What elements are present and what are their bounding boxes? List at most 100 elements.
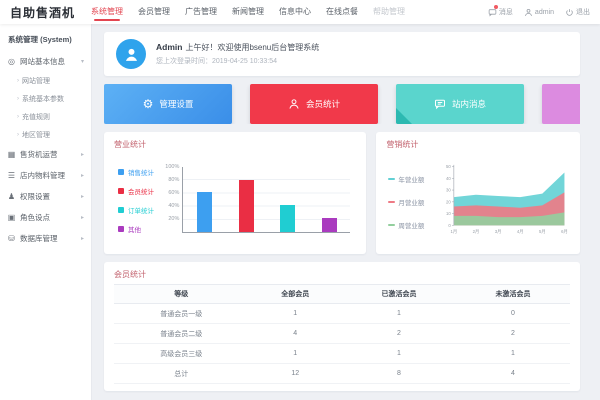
table-cell: 1 [455, 343, 570, 364]
table-cell: 1 [341, 303, 456, 324]
greeting-username: Admin [156, 42, 183, 52]
sidebar-subitem-region-management[interactable]: › 地区管理 [0, 126, 91, 144]
sidebar-item-label: 售货机运营 [20, 150, 58, 159]
tab-online-order[interactable]: 在线点餐 [326, 7, 359, 16]
message-icon [434, 99, 445, 110]
y-tick-label: 40 [446, 176, 451, 181]
table-cell: 4 [248, 323, 342, 344]
col-activated-members: 已激活会员 [341, 284, 456, 304]
sidebar-subitem-site-settings[interactable]: › 网站管理 [0, 72, 91, 90]
sidebar-item-label: 店内物料管理 [20, 171, 65, 180]
sidebar-item-label: 数据库管理 [20, 234, 58, 243]
sales-stats-title: 营业统计 [114, 140, 146, 149]
legend-label: 销售统计 [128, 169, 154, 177]
sidebar: 系统管理 (System) ◎ 网站基本信息 ▾ › 网站管理 › 系统基本参数… [0, 24, 92, 400]
chevron-right-icon: › [17, 114, 19, 120]
vending-machine-icon: ▦ [7, 150, 16, 159]
globe-icon: ◎ [8, 57, 15, 66]
chevron-right-icon: ▸ [80, 173, 84, 179]
table-cell: 普通会员二级 [114, 323, 249, 344]
tab-news-management[interactable]: 新闻管理 [232, 7, 265, 16]
site-messages-button-label: 站内消息 [451, 99, 486, 109]
sidebar-item-database[interactable]: ⛁ 数据库管理 ▸ [0, 228, 91, 249]
y-tick-label: 50 [446, 164, 451, 169]
monitor-icon: ▣ [7, 213, 16, 222]
person-icon [289, 99, 299, 109]
tab-info-center[interactable]: 信息中心 [279, 7, 312, 16]
table-cell: 8 [341, 363, 456, 384]
y-tick-label: 20% [168, 216, 180, 223]
topbar-actions: 消息 admin 退出 [488, 5, 590, 17]
settings-button[interactable]: ⚙ 管理设置 [104, 84, 232, 124]
main-content: Admin 上午好！欢迎使用bsenu后台管理系统 您上次登录时间：2019-04… [92, 24, 600, 400]
y-tick-label: 0 [449, 223, 452, 228]
tab-member-management[interactable]: 会员管理 [138, 7, 171, 16]
tab-ad-management[interactable]: 广告管理 [185, 7, 218, 16]
bar [196, 191, 212, 232]
y-tick-label: 20 [446, 199, 451, 204]
legend-swatch [118, 225, 124, 232]
sidebar-item-permissions[interactable]: ♟ 权限设置 ▸ [0, 186, 91, 207]
sidebar-item-label: 网站基本信息 [20, 57, 65, 66]
sidebar-subitem-recharge-rules[interactable]: › 充值规则 [0, 108, 91, 126]
legend-label: 月营业额 [398, 200, 425, 207]
chevron-down-icon: ▾ [80, 59, 84, 65]
legend-swatch [118, 187, 124, 194]
x-tick-label: 2月 [473, 229, 480, 235]
sidebar-subitem-label: 系统基本参数 [22, 96, 64, 103]
person-icon [125, 48, 137, 61]
app-logo: 自助售酒机 [10, 5, 76, 20]
site-messages-button[interactable]: 站内消息 [396, 84, 524, 124]
charts-row: 营业统计 销售统计会员统计订单统计其他 100% 80% 60% 40% 20% 营销统… [104, 132, 580, 254]
bar-chart-plot: 100% 80% 60% 40% 20% [165, 164, 351, 233]
member-table-body: 普通会员一级 1 1 0 普通会员二级 4 2 2 高级会员三级 1 1 1 总计 12 8 4 [114, 303, 570, 384]
y-tick-label: 80% [168, 176, 180, 183]
legend-label: 年营业额 [398, 177, 425, 184]
tab-help-management[interactable]: 帮助管理 [373, 7, 406, 16]
table-row: 普通会员一级 1 1 0 [114, 303, 570, 324]
tab-system-management[interactable]: 系统管理 [91, 0, 123, 24]
chevron-right-icon: › [17, 132, 19, 138]
col-level: 等级 [114, 284, 249, 304]
sidebar-item-site-info[interactable]: ◎ 网站基本信息 ▾ [0, 51, 91, 72]
sidebar-item-roles[interactable]: ▣ 角色设点 ▸ [0, 207, 91, 228]
chevron-right-icon: ▸ [80, 215, 84, 221]
table-row: 普通会员二级 4 2 2 [114, 323, 570, 344]
table-cell: 2 [455, 323, 570, 344]
greeting-line: Admin 上午好！欢迎使用bsenu后台管理系统 [156, 42, 319, 53]
legend-label: 周营业额 [398, 223, 425, 230]
marketing-stats-title: 营销统计 [386, 140, 419, 149]
bar [238, 180, 254, 232]
legend-item: 月营业额 [388, 197, 440, 207]
list-icon: ☰ [7, 171, 16, 180]
quick-action-partial-button[interactable] [542, 84, 580, 124]
y-tick-label: 10 [446, 211, 451, 216]
member-stats-button[interactable]: 会员统计 [250, 84, 378, 124]
marketing-stats-panel: 营销统计 年营业额 月营业额 周营业额 0 10 20 30 40 50 1月 2月 3月 4月 5月 6… [376, 132, 580, 254]
area-chart: 年营业额 月营业额 周营业额 0 10 20 30 40 50 1月 2月 3月 4月 5月 6月 [386, 154, 570, 250]
member-stats-panel: 会员统计 等级 全部会员 已激活会员 未激活会员 普通会员一级 1 1 0 普通会员二级… [104, 262, 580, 391]
x-tick-label: 4月 [517, 229, 524, 235]
topbar: 自助售酒机 系统管理 会员管理 广告管理 新闻管理 信息中心 在线点餐 帮助管理… [0, 0, 600, 24]
bar [322, 217, 337, 232]
chevron-right-icon: ▸ [80, 152, 84, 158]
legend-item: 周营业额 [388, 220, 440, 230]
sales-stats-panel: 营业统计 销售统计会员统计订单统计其他 100% 80% 60% 40% 20% [104, 132, 367, 254]
legend-label: 会员统计 [128, 188, 154, 196]
legend-label: 其他 [128, 226, 141, 234]
legend-label: 订单统计 [128, 207, 154, 215]
sidebar-item-materials[interactable]: ☰ 店内物料管理 ▸ [0, 165, 91, 186]
x-tick-label: 3月 [495, 229, 502, 235]
member-stats-button-label: 会员统计 [305, 99, 340, 109]
table-cell: 12 [248, 363, 342, 384]
sidebar-subitem-system-params[interactable]: › 系统基本参数 [0, 90, 91, 108]
messages-button[interactable]: 消息 [488, 5, 513, 17]
database-icon: ⛁ [8, 234, 15, 243]
logout-button[interactable]: 退出 [565, 7, 590, 17]
legend-swatch [388, 201, 396, 203]
user-button[interactable]: admin [524, 8, 554, 17]
legend-item: 年营业额 [388, 174, 440, 184]
sidebar-item-vending-ops[interactable]: ▦ 售货机运营 ▸ [0, 144, 91, 165]
legend-item: 销售统计 [118, 167, 154, 177]
sidebar-item-label: 权限设置 [20, 192, 50, 201]
